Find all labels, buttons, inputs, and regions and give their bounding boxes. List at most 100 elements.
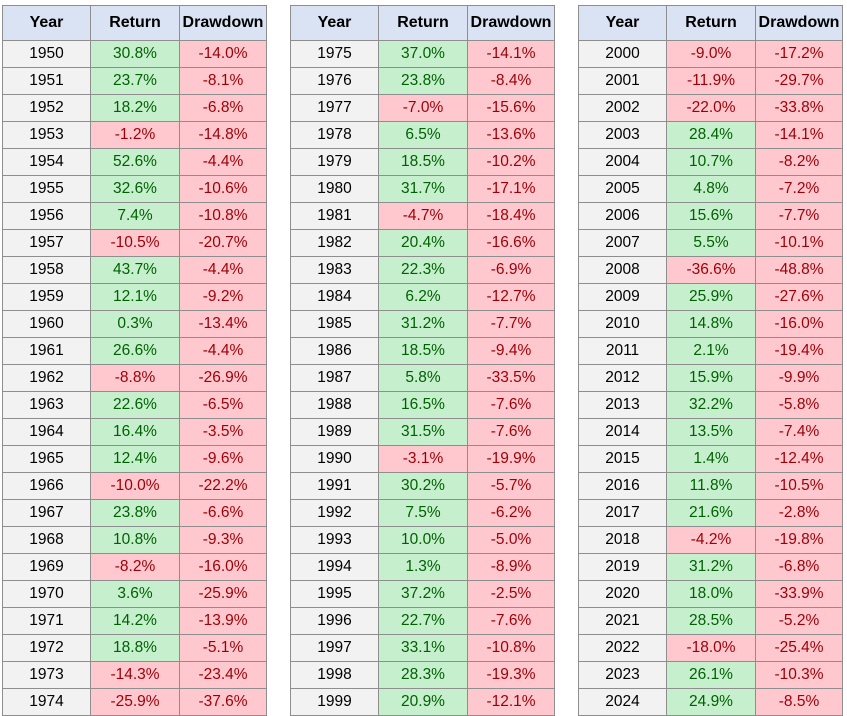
drawdown-cell: -6.8% (179, 94, 267, 122)
table-row: 1980 31.7% -17.1% (290, 175, 555, 203)
year-cell: 1997 (290, 634, 379, 662)
header-row: Year Return Drawdown (2, 5, 267, 41)
header-row: Year Return Drawdown (578, 5, 843, 41)
year-cell: 1995 (290, 580, 379, 608)
drawdown-cell: -10.5% (755, 472, 843, 500)
year-cell: 2019 (578, 553, 667, 581)
return-cell: -14.3% (90, 661, 180, 689)
drawdown-header: Drawdown (179, 5, 267, 41)
table-row: 1987 5.8% -33.5% (290, 364, 555, 392)
return-cell: 3.6% (90, 580, 180, 608)
return-cell: 12.1% (90, 283, 180, 311)
drawdown-cell: -18.4% (467, 202, 555, 230)
year-cell: 1970 (2, 580, 91, 608)
drawdown-cell: -7.4% (755, 418, 843, 446)
year-cell: 1950 (2, 40, 91, 68)
table-row: 2023 26.1% -10.3% (578, 661, 843, 689)
table-row: 2002 -22.0% -33.8% (578, 94, 843, 122)
return-cell: 11.8% (666, 472, 756, 500)
drawdown-cell: -7.2% (755, 175, 843, 203)
return-cell: 30.2% (378, 472, 468, 500)
table-row: 1974 -25.9% -37.6% (2, 688, 267, 716)
table-row: 2024 24.9% -8.5% (578, 688, 843, 716)
drawdown-cell: -2.5% (467, 580, 555, 608)
table-row: 2004 10.7% -8.2% (578, 148, 843, 176)
return-cell: 28.4% (666, 121, 756, 149)
drawdown-cell: -5.1% (179, 634, 267, 662)
drawdown-cell: -23.4% (179, 661, 267, 689)
return-cell: 16.5% (378, 391, 468, 419)
year-cell: 1989 (290, 418, 379, 446)
year-cell: 1968 (2, 526, 91, 554)
year-cell: 2018 (578, 526, 667, 554)
table-row: 1971 14.2% -13.9% (2, 607, 267, 635)
year-cell: 2003 (578, 121, 667, 149)
year-cell: 1962 (2, 364, 91, 392)
returns-table-2: Year Return Drawdown 1975 37.0% -14.1% 1976 23.… (290, 5, 555, 716)
year-cell: 1974 (2, 688, 91, 716)
year-cell: 1952 (2, 94, 91, 122)
return-cell: 18.5% (378, 148, 468, 176)
table-row: 1995 37.2% -2.5% (290, 580, 555, 608)
drawdown-cell: -10.3% (755, 661, 843, 689)
return-cell: -25.9% (90, 688, 180, 716)
table-row: 1951 23.7% -8.1% (2, 67, 267, 95)
table-row: 1998 28.3% -19.3% (290, 661, 555, 689)
year-cell: 2023 (578, 661, 667, 689)
drawdown-cell: -25.4% (755, 634, 843, 662)
year-cell: 1972 (2, 634, 91, 662)
return-cell: -3.1% (378, 445, 468, 473)
table-row: 1996 22.7% -7.6% (290, 607, 555, 635)
table-row: 2008 -36.6% -48.8% (578, 256, 843, 284)
return-cell: 10.7% (666, 148, 756, 176)
drawdown-cell: -13.6% (467, 121, 555, 149)
drawdown-cell: -26.9% (179, 364, 267, 392)
year-cell: 1980 (290, 175, 379, 203)
return-cell: 31.5% (378, 418, 468, 446)
return-cell: 7.4% (90, 202, 180, 230)
return-cell: -18.0% (666, 634, 756, 662)
return-cell: -4.7% (378, 202, 468, 230)
year-cell: 1987 (290, 364, 379, 392)
drawdown-cell: -27.6% (755, 283, 843, 311)
table-row: 1976 23.8% -8.4% (290, 67, 555, 95)
table-row: 2011 2.1% -19.4% (578, 337, 843, 365)
drawdown-cell: -10.1% (755, 229, 843, 257)
table-row: 1983 22.3% -6.9% (290, 256, 555, 284)
table-row: 2007 5.5% -10.1% (578, 229, 843, 257)
drawdown-cell: -9.9% (755, 364, 843, 392)
drawdown-header: Drawdown (755, 5, 843, 41)
year-cell: 1955 (2, 175, 91, 203)
drawdown-cell: -10.8% (467, 634, 555, 662)
table-row: 1994 1.3% -8.9% (290, 553, 555, 581)
drawdown-cell: -16.0% (755, 310, 843, 338)
year-cell: 1964 (2, 418, 91, 446)
drawdown-cell: -5.2% (755, 607, 843, 635)
table-row: 1960 0.3% -13.4% (2, 310, 267, 338)
year-cell: 1963 (2, 391, 91, 419)
drawdown-cell: -29.7% (755, 67, 843, 95)
return-cell: 32.2% (666, 391, 756, 419)
drawdown-cell: -17.1% (467, 175, 555, 203)
year-cell: 2012 (578, 364, 667, 392)
drawdown-cell: -6.5% (179, 391, 267, 419)
drawdown-cell: -13.9% (179, 607, 267, 635)
drawdown-cell: -25.9% (179, 580, 267, 608)
year-cell: 2010 (578, 310, 667, 338)
year-cell: 2013 (578, 391, 667, 419)
return-cell: 37.2% (378, 580, 468, 608)
drawdown-cell: -6.8% (755, 553, 843, 581)
table-row: 1991 30.2% -5.7% (290, 472, 555, 500)
year-cell: 2000 (578, 40, 667, 68)
return-header: Return (90, 5, 180, 41)
return-cell: 22.6% (90, 391, 180, 419)
year-cell: 1990 (290, 445, 379, 473)
return-cell: 33.1% (378, 634, 468, 662)
table-row: 2020 18.0% -33.9% (578, 580, 843, 608)
year-cell: 1959 (2, 283, 91, 311)
return-cell: -7.0% (378, 94, 468, 122)
drawdown-cell: -6.9% (467, 256, 555, 284)
return-cell: -1.2% (90, 121, 180, 149)
drawdown-cell: -14.1% (467, 40, 555, 68)
year-cell: 1954 (2, 148, 91, 176)
